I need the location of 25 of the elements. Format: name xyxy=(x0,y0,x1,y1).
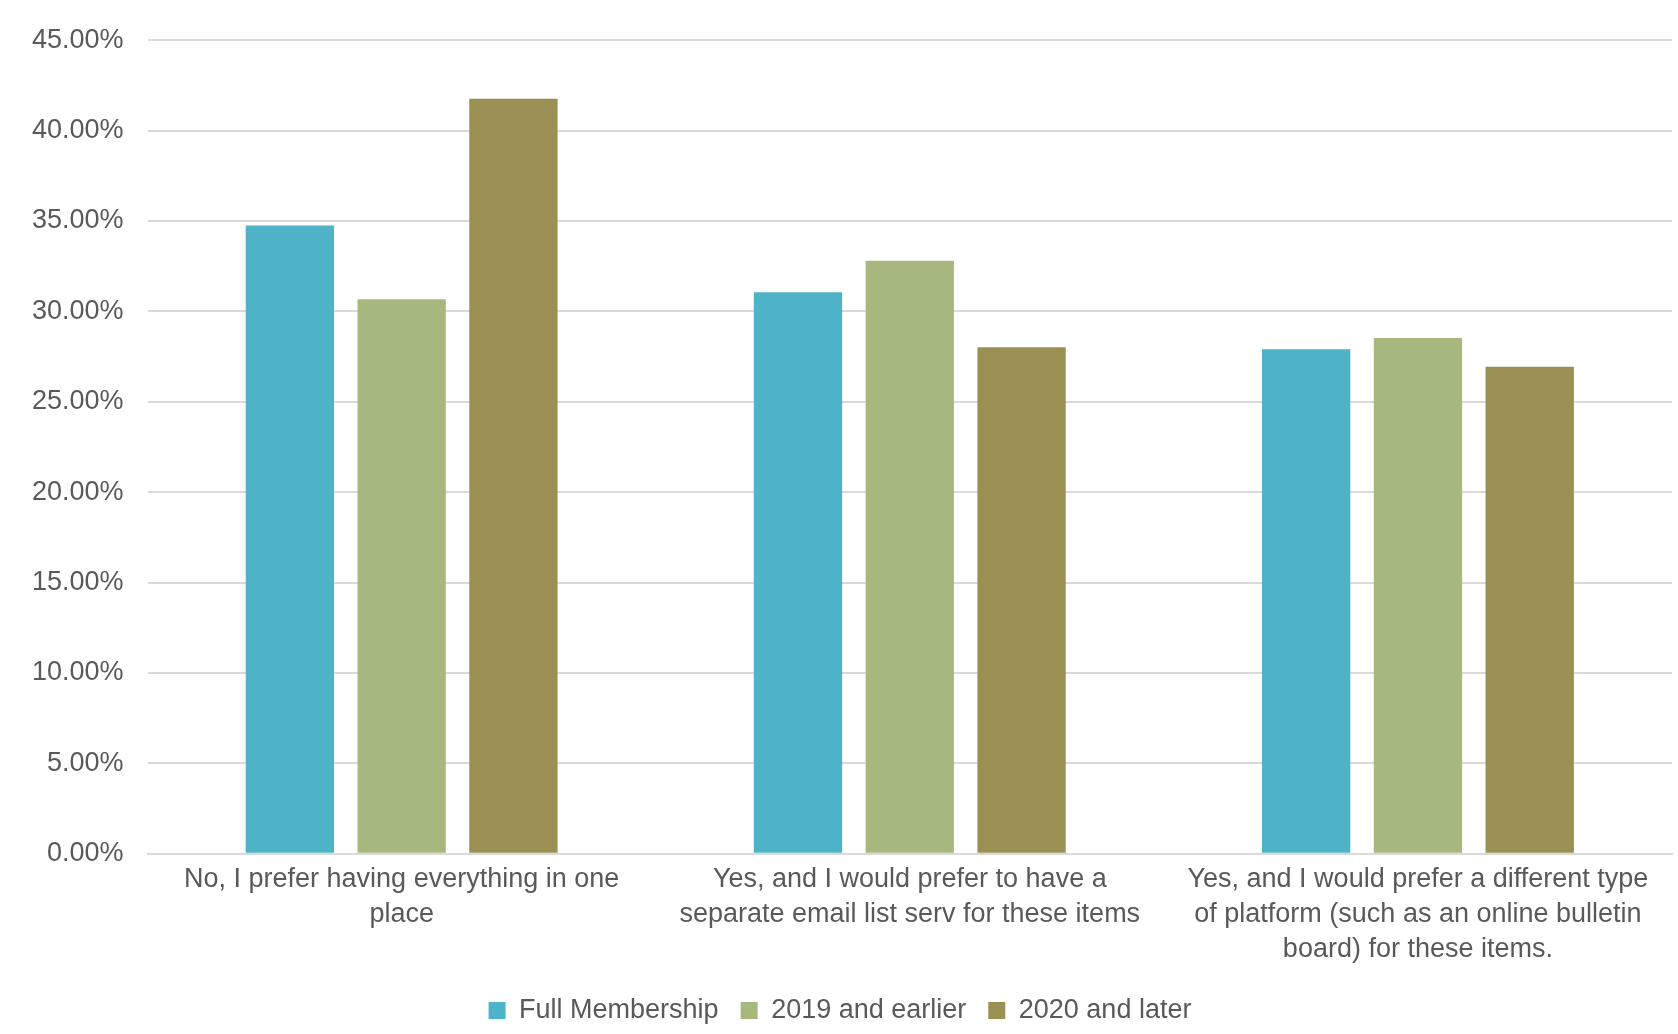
y-tick-label: 45.00% xyxy=(32,23,124,54)
bar xyxy=(1261,349,1351,853)
y-tick-label: 5.00% xyxy=(47,746,124,777)
y-tick-label: 25.00% xyxy=(32,385,124,416)
x-tick-label: Yes, and I would prefer to have a separate email list serv for these items xyxy=(679,862,1141,928)
bar xyxy=(1373,338,1463,853)
bar xyxy=(357,299,446,853)
bar xyxy=(245,225,335,853)
legend-label: 2019 and earlier xyxy=(771,993,967,1024)
x-tick-label: No, I prefer having everything in one place xyxy=(184,862,620,928)
y-tick-label: 35.00% xyxy=(32,204,124,235)
y-tick-label: 30.00% xyxy=(32,294,124,325)
legend-label: Full Membership xyxy=(519,993,719,1024)
y-tick-label: 40.00% xyxy=(32,114,124,145)
legend-label: 2020 and later xyxy=(1018,993,1192,1024)
x-tick-label: Yes, and I would prefer a different type of platform (such as an online bulletin board) for these items. xyxy=(1187,862,1649,963)
y-tick-label: 10.00% xyxy=(32,656,124,687)
y-tick-label: 0.00% xyxy=(47,837,124,868)
bar xyxy=(1485,366,1574,853)
bar xyxy=(865,260,954,853)
bar xyxy=(977,347,1066,853)
y-tick-label: 15.00% xyxy=(32,565,124,596)
bar xyxy=(753,292,843,853)
bar xyxy=(469,98,558,853)
y-tick-label: 20.00% xyxy=(32,475,124,506)
